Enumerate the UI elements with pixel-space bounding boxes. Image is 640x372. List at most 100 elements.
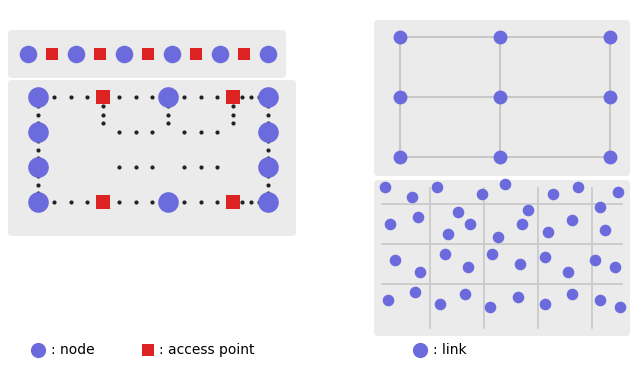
Point: [212, 129, 222, 135]
Point: [33, 112, 43, 118]
Point: [563, 269, 573, 275]
Point: [212, 199, 222, 205]
Point: [228, 199, 238, 205]
Point: [147, 129, 157, 135]
Point: [610, 264, 620, 270]
Point: [540, 254, 550, 260]
Point: [163, 112, 173, 118]
Point: [390, 257, 400, 263]
Point: [131, 199, 141, 205]
Point: [33, 182, 43, 187]
Point: [143, 347, 153, 353]
Point: [263, 155, 273, 161]
Point: [95, 51, 105, 57]
Point: [98, 94, 108, 100]
Point: [147, 94, 157, 100]
Point: [82, 94, 92, 100]
FancyBboxPatch shape: [374, 180, 630, 336]
Point: [49, 94, 60, 100]
Point: [477, 191, 487, 197]
Point: [590, 257, 600, 263]
Point: [453, 209, 463, 215]
Point: [131, 164, 141, 170]
Point: [487, 251, 497, 257]
Point: [263, 138, 273, 144]
Point: [212, 94, 222, 100]
Point: [567, 217, 577, 223]
Point: [237, 199, 247, 205]
Point: [410, 289, 420, 295]
Point: [33, 94, 43, 100]
Point: [605, 94, 615, 100]
Point: [33, 190, 43, 196]
Point: [263, 164, 273, 170]
Text: : link: : link: [433, 343, 467, 357]
Point: [33, 138, 43, 144]
Point: [131, 129, 141, 135]
Point: [548, 191, 558, 197]
Point: [385, 221, 395, 227]
Point: [65, 199, 76, 205]
Point: [495, 154, 505, 160]
Point: [33, 164, 43, 170]
Point: [195, 164, 205, 170]
Point: [147, 199, 157, 205]
Point: [543, 229, 553, 235]
Point: [114, 199, 124, 205]
Point: [485, 304, 495, 310]
Point: [263, 129, 273, 135]
Point: [147, 164, 157, 170]
Point: [432, 184, 442, 190]
Point: [463, 264, 473, 270]
Point: [395, 34, 405, 40]
Point: [600, 227, 610, 233]
Point: [613, 189, 623, 195]
Point: [263, 94, 273, 100]
Point: [443, 231, 453, 237]
Point: [254, 94, 264, 100]
Point: [33, 103, 43, 109]
Point: [595, 297, 605, 303]
Point: [465, 221, 475, 227]
Point: [98, 120, 108, 126]
Point: [263, 120, 273, 126]
Point: [98, 199, 108, 205]
Point: [228, 112, 238, 118]
Point: [119, 51, 129, 57]
Point: [605, 34, 615, 40]
Point: [82, 199, 92, 205]
Point: [495, 94, 505, 100]
Point: [49, 199, 60, 205]
Point: [605, 154, 615, 160]
Point: [567, 291, 577, 297]
Point: [163, 120, 173, 126]
Point: [395, 154, 405, 160]
Point: [195, 94, 205, 100]
Point: [513, 294, 523, 300]
Point: [163, 103, 173, 109]
Point: [98, 112, 108, 118]
Point: [517, 221, 527, 227]
Point: [33, 129, 43, 135]
Point: [143, 51, 153, 57]
FancyBboxPatch shape: [374, 20, 630, 176]
Point: [33, 155, 43, 161]
Point: [114, 129, 124, 135]
Point: [131, 94, 141, 100]
Point: [500, 181, 510, 187]
Point: [179, 94, 189, 100]
Point: [191, 51, 201, 57]
Point: [493, 234, 503, 240]
Point: [114, 94, 124, 100]
Point: [380, 184, 390, 190]
Point: [245, 199, 255, 205]
Point: [228, 103, 238, 109]
Point: [415, 269, 425, 275]
Point: [23, 51, 33, 57]
Point: [515, 261, 525, 267]
Point: [263, 51, 273, 57]
Point: [212, 164, 222, 170]
Point: [167, 51, 177, 57]
Point: [263, 173, 273, 179]
Point: [71, 51, 81, 57]
